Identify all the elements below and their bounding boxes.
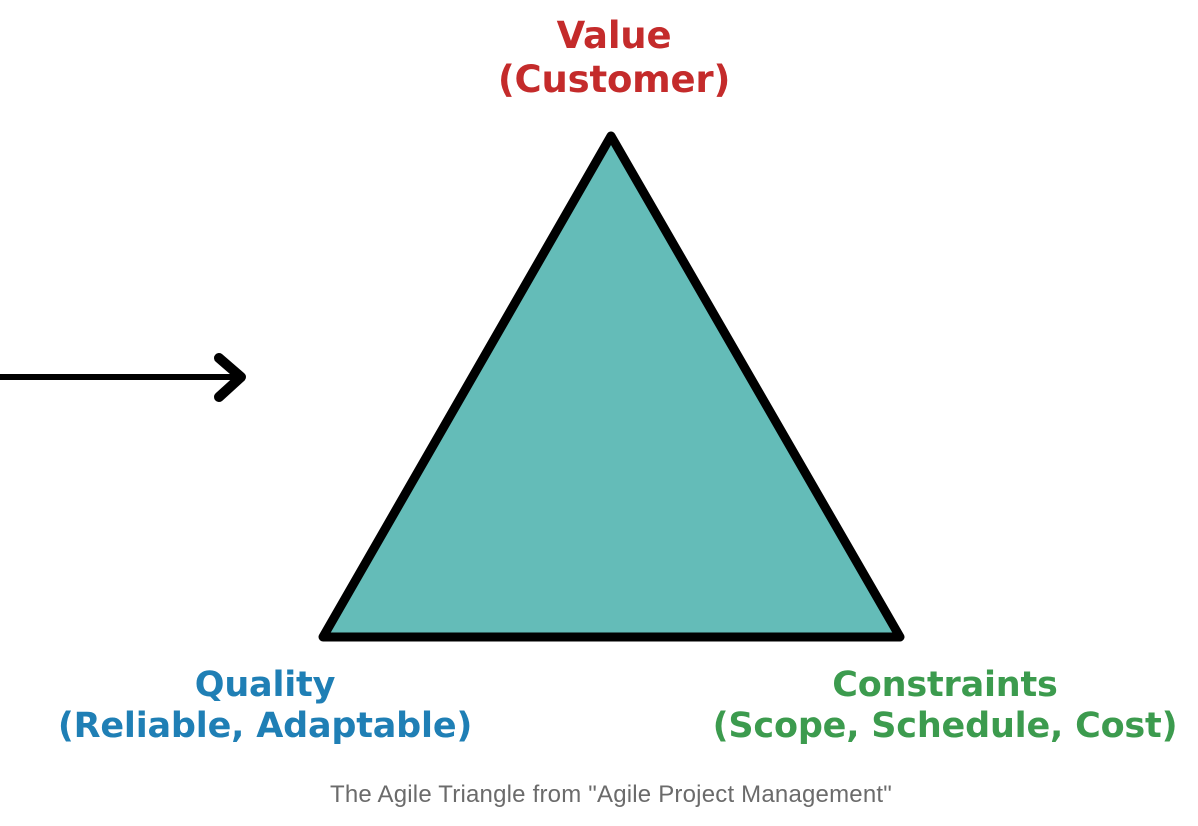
vertex-label-quality-subtitle: (Reliable, Adaptable) bbox=[57, 706, 473, 747]
arrow-head-icon bbox=[214, 353, 246, 402]
vertex-label-quality-title: Quality bbox=[194, 665, 336, 705]
vertex-label-constraints-title: Constraints bbox=[832, 665, 1058, 705]
diagram-caption: The Agile Triangle from "Agile Project M… bbox=[330, 781, 892, 808]
triangle-shape bbox=[318, 131, 905, 642]
vertex-label-quality: Quality (Reliable, Adaptable) bbox=[57, 665, 473, 748]
vertex-label-value-title: Value bbox=[556, 14, 672, 57]
vertex-label-value: Value (Customer) bbox=[497, 14, 731, 101]
vertex-label-constraints-subtitle: (Scope, Schedule, Cost) bbox=[712, 706, 1178, 747]
vertex-label-value-subtitle: (Customer) bbox=[497, 57, 731, 101]
vertex-label-constraints: Constraints (Scope, Schedule, Cost) bbox=[713, 665, 1178, 748]
